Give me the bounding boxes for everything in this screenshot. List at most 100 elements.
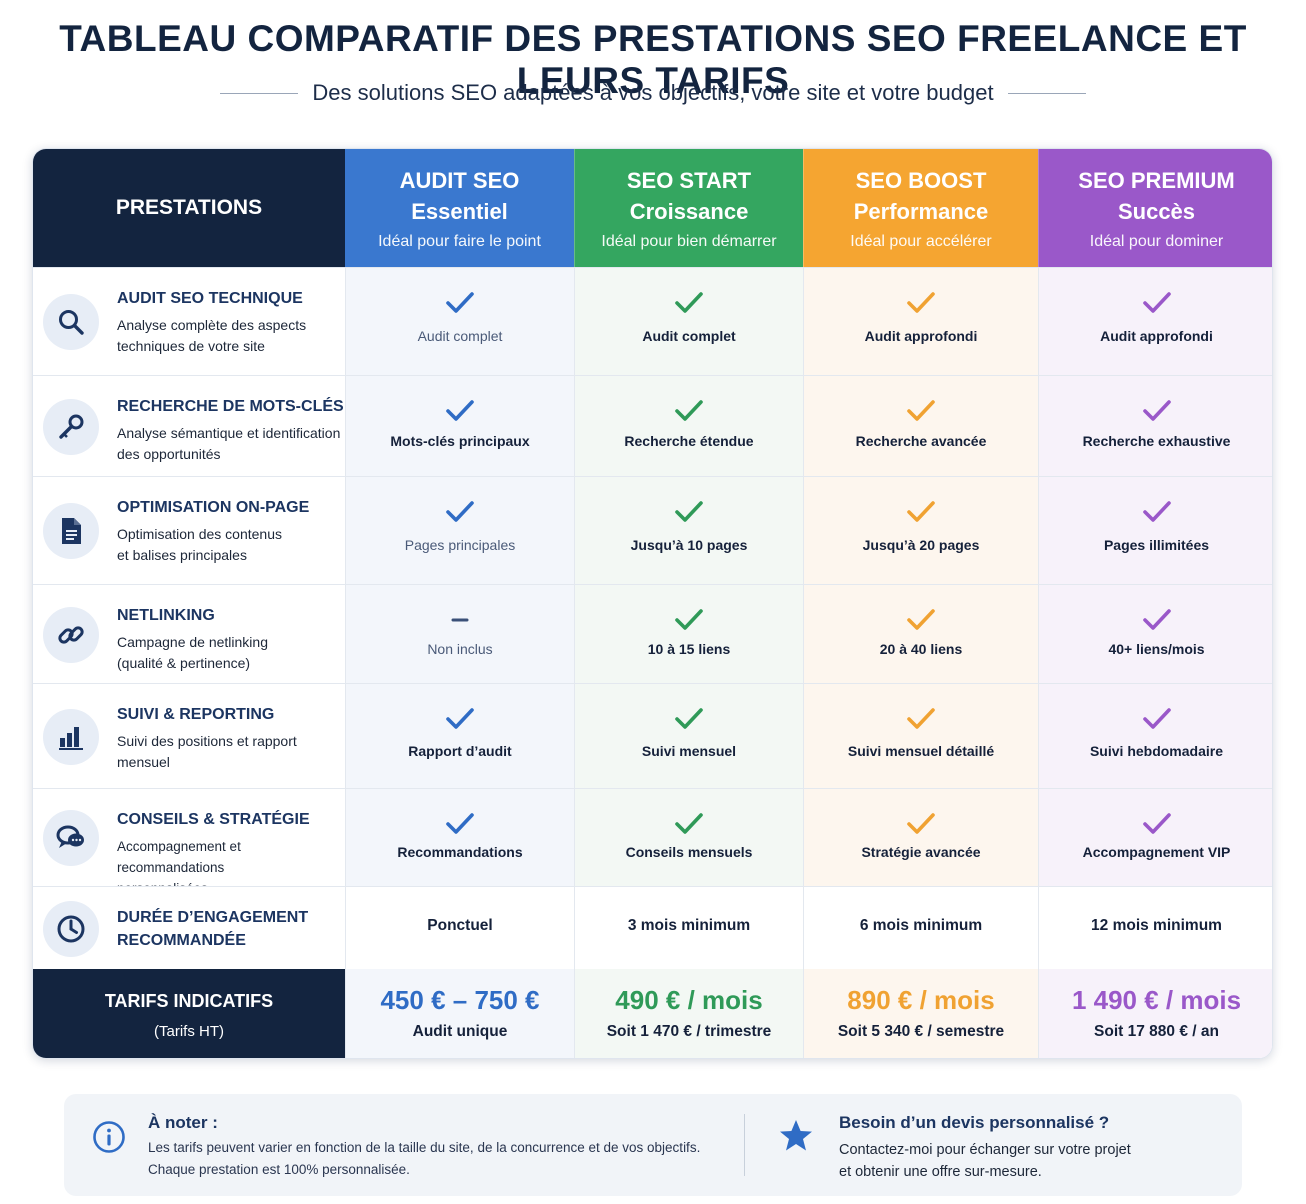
column-header-tagline: Idéal pour dominer	[1089, 233, 1224, 250]
subtitle-divider-left	[220, 92, 299, 94]
value-label: Suivi mensuel	[641, 742, 737, 759]
check-icon	[804, 706, 1038, 732]
key-icon	[43, 398, 99, 455]
price-cell: 490 € / mois Soit 1 470 € / trimestre	[574, 969, 803, 1058]
prestation-cell: OPTIMISATION ON-PAGE Optimisation des con…	[33, 477, 345, 584]
column-header: AUDIT SEO Essentiel Idéal pour faire le po…	[345, 149, 574, 267]
value-label: Pages principales	[404, 537, 516, 553]
check-icon	[804, 811, 1038, 837]
value-cell: Audit complet	[574, 268, 803, 375]
check-icon	[804, 290, 1038, 316]
value-label: Mots-clés principaux	[390, 432, 530, 449]
table-row: CONSEILS & STRATÉGIE Accompagnement et re…	[33, 788, 1272, 896]
duration-value: 6 mois minimum	[859, 917, 983, 934]
value-cell: Recherche avancée	[803, 376, 1038, 476]
value-cell: Mots-clés principaux	[345, 376, 574, 476]
note-text-line: Chaque prestation est 100% personnalisée…	[148, 1162, 410, 1177]
value-cell: Audit approfondi	[1038, 268, 1272, 375]
prestation-desc: Campagne de netlinking (qualité & pertine…	[117, 632, 347, 674]
duration-title-line: DURÉE D’ENGAGEMENT	[117, 909, 309, 926]
comparison-table: PRESTATIONS AUDIT SEO Essentiel Idéal pour…	[32, 148, 1273, 1059]
value-label: Jusqu’à 20 pages	[862, 537, 980, 553]
quote-text: Contactez-moi pour échanger sur votre pr…	[839, 1139, 1219, 1183]
check-icon	[1039, 811, 1272, 837]
value-cell: Recherche étendue	[574, 376, 803, 476]
pricing-subtitle: (Tarifs HT)	[154, 1023, 224, 1040]
check-icon	[575, 607, 803, 633]
prestation-cell: RECHERCHE DE MOTS-CLÉS Analyse sémantique…	[33, 376, 345, 476]
column-header-tagline: Idéal pour bien démarrer	[601, 233, 777, 250]
prestation-desc: Suivi des positions et rapport mensuel	[117, 731, 347, 773]
check-icon	[1039, 398, 1272, 424]
value-label: Audit complet	[417, 328, 503, 344]
value-cell: Audit complet	[345, 268, 574, 375]
prestation-title: OPTIMISATION ON-PAGE	[117, 499, 310, 516]
prestation-cell: CONSEILS & STRATÉGIE Accompagnement et re…	[33, 789, 345, 896]
check-icon	[575, 398, 803, 424]
value-cell: Accompagnement VIP	[1038, 789, 1272, 886]
check-icon	[575, 706, 803, 732]
quote-title: Besoin d’un devis personnalisé ?	[839, 1113, 1110, 1132]
value-label: Suivi hebdomadaire	[1089, 742, 1224, 759]
prestation-title: NETLINKING	[117, 607, 215, 624]
check-icon	[1039, 499, 1272, 525]
prestation-desc-line: techniques de votre site	[117, 338, 265, 354]
value-cell: 40+ liens/mois	[1038, 585, 1272, 683]
value-label: 10 à 15 liens	[647, 640, 731, 657]
duration-title: DURÉE D’ENGAGEMENT RECOMMANDÉE	[117, 906, 308, 952]
prestation-desc-line: Campagne de netlinking	[117, 634, 268, 650]
price-note: Soit 17 880 € / an	[1094, 1023, 1219, 1040]
prestation-desc-line: Accompagnement et recommandations	[117, 839, 241, 875]
value-label: Audit approfondi	[864, 328, 978, 344]
price-value: 450 € – 750 €	[380, 985, 540, 1015]
subtitle-wrap: Des solutions SEO adaptées à vos objecti…	[0, 80, 1306, 106]
column-header-tagline: Idéal pour accélérer	[850, 233, 992, 250]
prestation-title: SUIVI & REPORTING	[117, 706, 275, 723]
check-icon	[804, 499, 1038, 525]
duration-title-line: RECOMMANDÉE	[117, 932, 246, 949]
note-divider	[744, 1114, 745, 1176]
value-label: Conseils mensuels	[625, 844, 753, 860]
value-label: Stratégie avancée	[861, 844, 981, 860]
document-icon	[43, 503, 99, 559]
value-cell: Rapport d’audit	[345, 684, 574, 788]
check-icon	[575, 290, 803, 316]
note-box: À noter : Les tarifs peuvent varier en f…	[64, 1094, 1242, 1196]
prestation-desc-line: des opportunités	[117, 446, 221, 462]
column-header-tier: Performance	[853, 199, 989, 224]
column-header-tier: Succès	[1117, 199, 1196, 224]
value-cell: Conseils mensuels	[574, 789, 803, 886]
pricing-row: TARIFS INDICATIFS (Tarifs HT) 450 € – 750 …	[33, 969, 1272, 1058]
search-icon	[43, 294, 99, 350]
dash-icon	[346, 607, 574, 633]
column-header-name: SEO PREMIUM	[1078, 168, 1235, 193]
check-icon	[346, 398, 574, 424]
check-icon	[804, 607, 1038, 633]
value-label: Suivi mensuel détaillé	[847, 742, 995, 759]
value-label: Jusqu’à 10 pages	[630, 537, 748, 553]
pricing-label-cell: TARIFS INDICATIFS (Tarifs HT)	[33, 969, 345, 1058]
prestation-title: AUDIT SEO TECHNIQUE	[117, 290, 303, 307]
duration-cell: 3 mois minimum	[574, 887, 803, 969]
price-value: 890 € / mois	[847, 985, 995, 1015]
duration-cell: 12 mois minimum	[1038, 887, 1272, 969]
table-row: SUIVI & REPORTING Suivi des positions et …	[33, 683, 1272, 788]
check-icon	[575, 499, 803, 525]
prestations-header: PRESTATIONS	[33, 149, 345, 267]
prestation-desc-line: (qualité & pertinence)	[117, 655, 251, 671]
value-label: Rapport d’audit	[408, 742, 512, 759]
prestation-desc: Analyse sémantique et identification des …	[117, 423, 347, 465]
clock-icon	[43, 900, 99, 957]
duration-value: 12 mois minimum	[1091, 917, 1222, 934]
value-label: 40+ liens/mois	[1108, 640, 1205, 657]
table-row: NETLINKING Campagne de netlinking (qualité…	[33, 584, 1272, 683]
prestation-desc-line: mensuel	[117, 754, 170, 770]
value-label: Audit approfondi	[1100, 328, 1213, 344]
duration-value: Ponctuel	[427, 917, 493, 934]
prestation-desc-line: Analyse sémantique et identification	[117, 425, 341, 441]
price-value: 1 490 € / mois	[1071, 985, 1242, 1015]
table-row: RECHERCHE DE MOTS-CLÉS Analyse sémantique…	[33, 375, 1272, 476]
column-header: SEO START Croissance Idéal pour bien démar…	[574, 149, 803, 267]
check-icon	[346, 811, 574, 837]
star-icon	[778, 1118, 814, 1159]
